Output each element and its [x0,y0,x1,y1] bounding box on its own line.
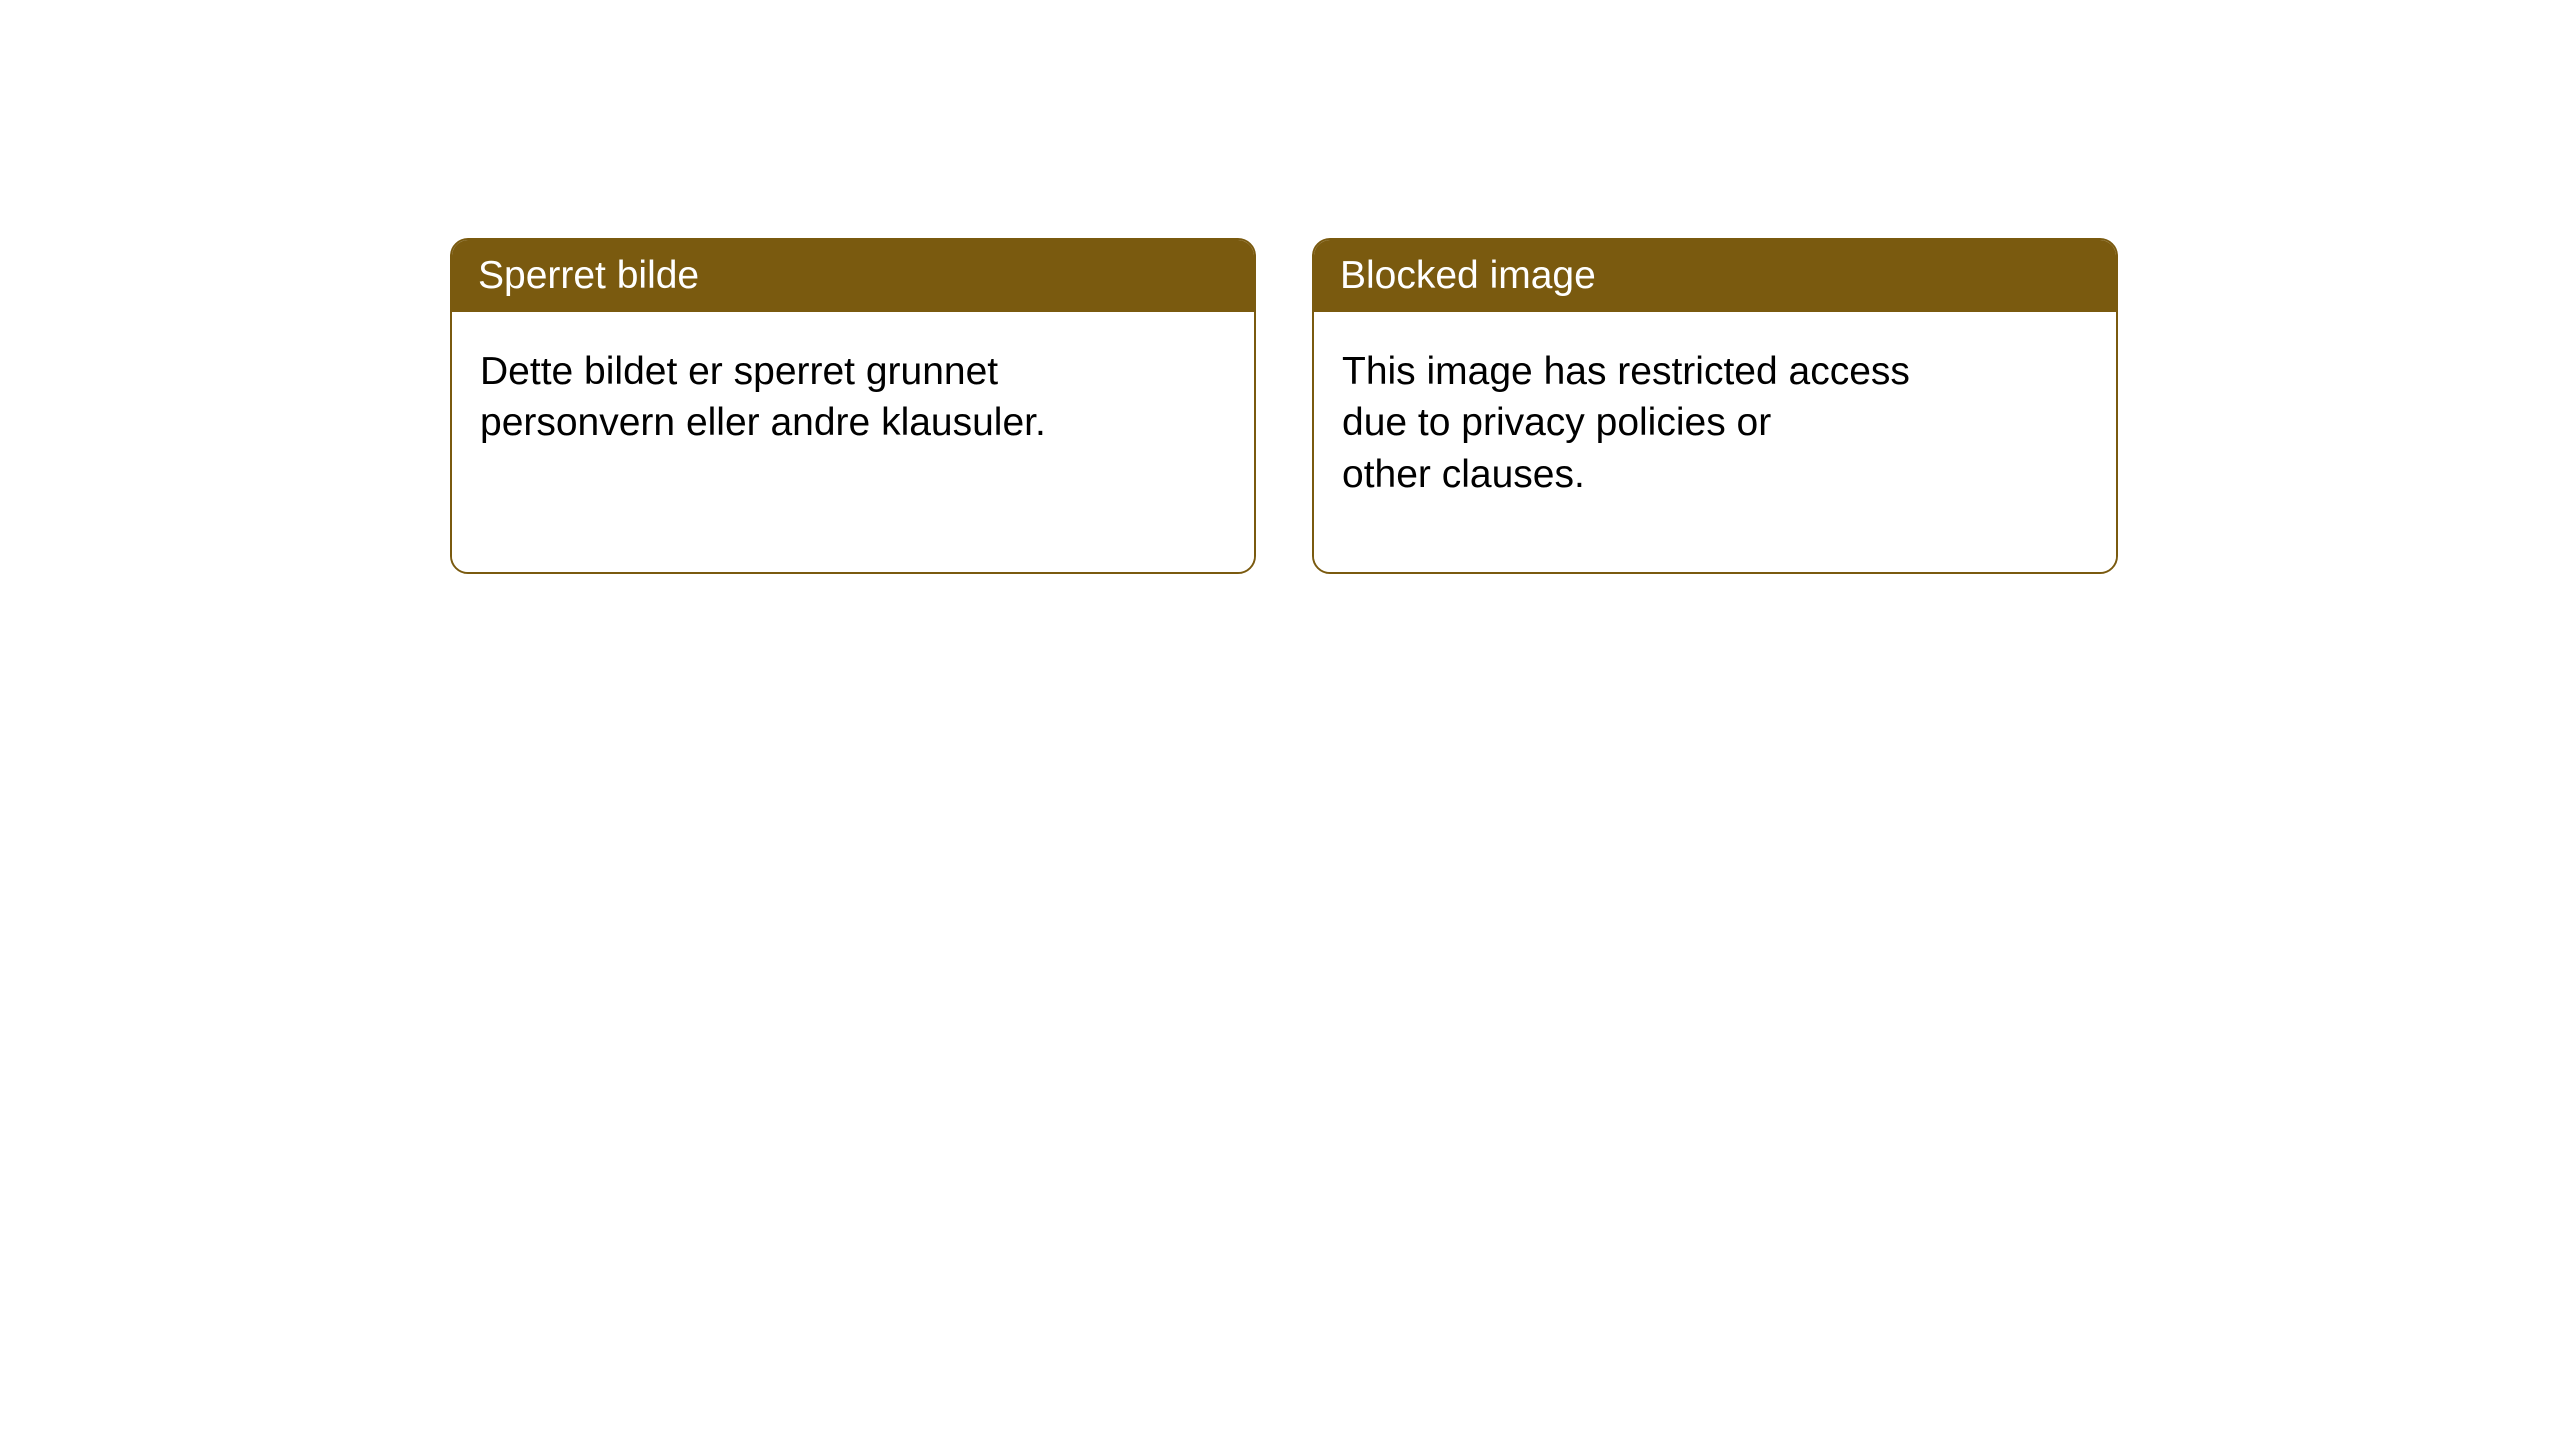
notice-container: Sperret bilde Dette bildet er sperret gr… [0,0,2560,574]
notice-card-body-en: This image has restricted access due to … [1314,312,2116,572]
notice-title-no: Sperret bilde [478,254,699,297]
notice-body-text-no: Dette bildet er sperret grunnet personve… [480,346,1120,449]
notice-card-no: Sperret bilde Dette bildet er sperret gr… [450,238,1256,574]
notice-title-en: Blocked image [1340,254,1596,297]
notice-card-en: Blocked image This image has restricted … [1312,238,2118,574]
notice-card-body-no: Dette bildet er sperret grunnet personve… [452,312,1254,572]
notice-card-header-en: Blocked image [1314,240,2116,312]
notice-card-header-no: Sperret bilde [452,240,1254,312]
notice-body-text-en: This image has restricted access due to … [1342,346,1982,500]
